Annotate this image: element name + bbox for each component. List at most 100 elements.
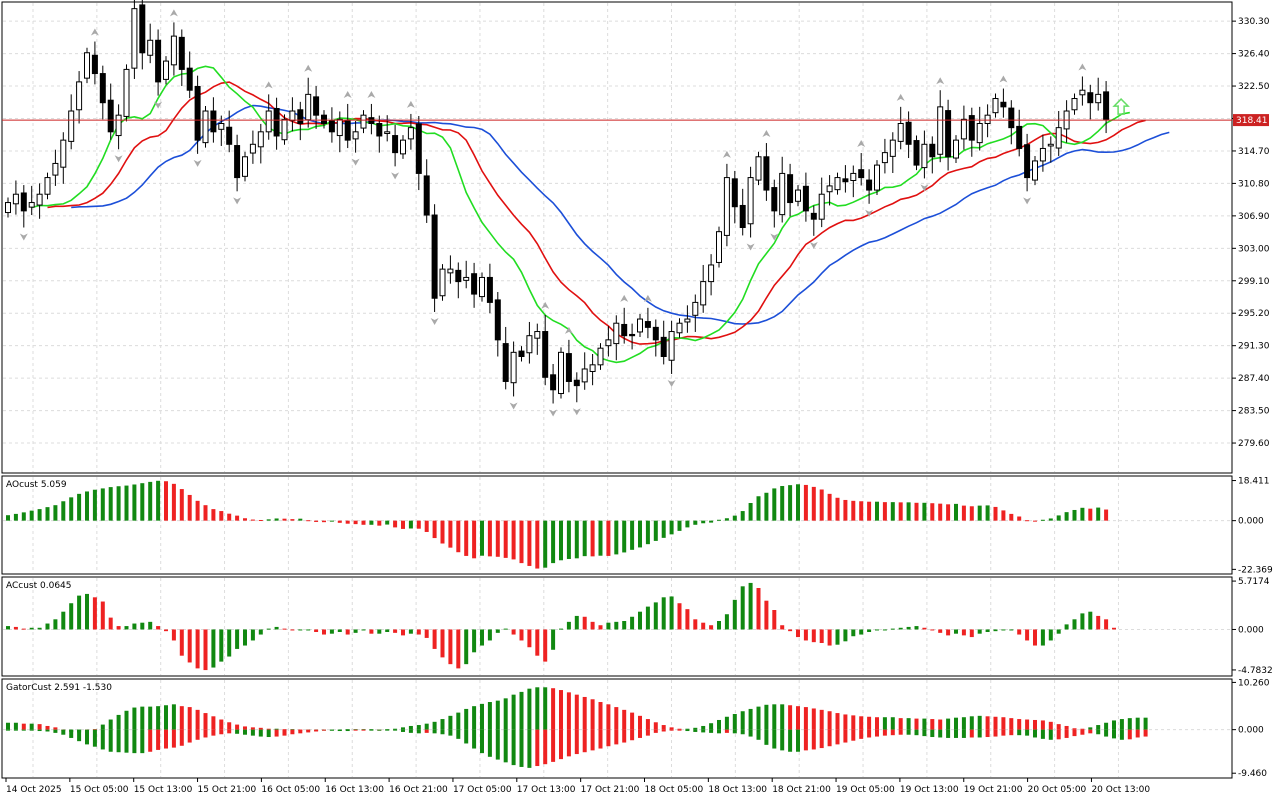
candle <box>147 23 154 64</box>
gator-lower-bar <box>985 729 990 738</box>
candle-body <box>708 264 715 283</box>
candle <box>20 185 27 228</box>
gator-upper-bar <box>930 719 935 730</box>
candle <box>621 307 628 344</box>
candle-body <box>226 126 233 145</box>
fractal-arrow-icon <box>430 317 439 325</box>
ac-bar <box>1001 629 1006 631</box>
gator-lower-bar <box>930 729 935 738</box>
ac-indicator-label: ACcust 0.0645 <box>6 581 72 591</box>
candle-body <box>992 98 999 114</box>
candle-body <box>866 179 873 191</box>
gator-lower-bar <box>250 729 255 736</box>
ac-bar <box>53 619 58 630</box>
candle <box>44 172 51 200</box>
ac-bar <box>598 625 603 630</box>
candle <box>170 22 177 76</box>
gator-lower-bar <box>187 729 192 743</box>
gator-lower-bar <box>282 729 287 736</box>
fractal-markers <box>19 9 1087 417</box>
fractal-arrow-icon <box>343 90 352 98</box>
ao-bar <box>788 485 793 521</box>
gator-lower-bar <box>709 729 714 733</box>
ac-bar <box>622 621 627 630</box>
candle-body <box>581 368 588 383</box>
ac-bar <box>495 629 500 633</box>
ao-bar <box>377 520 382 526</box>
ao-bar <box>1048 518 1053 521</box>
gator-upper-bar <box>416 725 421 730</box>
candle-body <box>858 169 865 179</box>
time-label: 16 Oct 21:00 <box>389 785 448 795</box>
candle <box>866 169 873 204</box>
ac-bar <box>456 629 461 669</box>
candle <box>779 156 786 223</box>
gator-upper-bar <box>764 704 769 730</box>
ac-bar <box>385 629 390 632</box>
gator-upper-bar <box>432 721 437 730</box>
gator-upper-bar <box>954 717 958 730</box>
gator-upper-bar <box>559 690 563 730</box>
candle <box>992 93 999 118</box>
time-label: 20 Oct 05:00 <box>1028 785 1087 795</box>
ac-bar <box>361 629 366 631</box>
candle <box>479 272 485 302</box>
candle-body <box>400 139 406 155</box>
ac-bar <box>156 626 161 630</box>
ao-bar <box>709 520 714 523</box>
ao-bar <box>401 520 405 529</box>
gator-lower-bar <box>361 729 366 731</box>
current-price-label: 318.41 <box>1236 116 1268 126</box>
fractal-arrow-icon <box>643 294 652 302</box>
candle <box>518 346 525 362</box>
gator-upper-bar <box>227 722 232 730</box>
candle <box>297 101 304 141</box>
ao-bar <box>985 505 990 521</box>
gator-upper-bar <box>243 726 247 730</box>
ao-bar <box>203 505 208 521</box>
candle <box>439 264 446 301</box>
candle <box>526 321 533 364</box>
candle-body <box>494 299 501 341</box>
ac-bar <box>235 629 240 649</box>
candle-body <box>526 335 533 354</box>
ac-bar <box>1009 629 1014 631</box>
ao-bar <box>622 520 627 553</box>
gator-upper-bar <box>922 718 927 730</box>
ao-tick-label: 18.411 <box>1238 477 1270 487</box>
price-tick-label: 314.70 <box>1238 147 1270 157</box>
gator-lower-bar <box>424 729 429 733</box>
gator-lower-bar <box>219 729 224 735</box>
gator-upper-bar <box>456 712 461 730</box>
ao-tick-label: -22.369 <box>1238 565 1273 575</box>
ac-bar <box>693 619 698 630</box>
ao-bar <box>859 501 864 521</box>
gator-upper-bar <box>100 724 105 730</box>
ao-bar <box>1104 509 1109 521</box>
fractal-arrow-icon <box>896 93 905 101</box>
ao-bar <box>1009 513 1014 521</box>
fractal-arrow-icon <box>549 409 558 417</box>
candle-body <box>558 351 564 395</box>
ac-bar <box>69 603 74 630</box>
ac-bar <box>227 629 232 657</box>
ao-bar <box>914 502 919 521</box>
ao-bar <box>630 520 635 550</box>
ao-bar <box>961 505 966 521</box>
ac-bar <box>803 629 808 641</box>
gator-upper-bar <box>867 716 872 730</box>
ac-bar <box>819 629 824 643</box>
price-tick-label: 303.00 <box>1238 244 1270 254</box>
ac-bar <box>780 625 785 630</box>
ac-bar <box>732 599 737 630</box>
ac-bar <box>701 622 706 630</box>
candle <box>542 314 549 386</box>
gator-lower-bar <box>582 729 587 753</box>
gator-upper-bar <box>116 714 121 730</box>
gator-lower-bar <box>946 729 951 738</box>
ac-bar <box>685 609 690 630</box>
ac-bar <box>1040 629 1045 646</box>
candle-body <box>186 67 193 91</box>
ao-bar <box>1033 520 1037 522</box>
